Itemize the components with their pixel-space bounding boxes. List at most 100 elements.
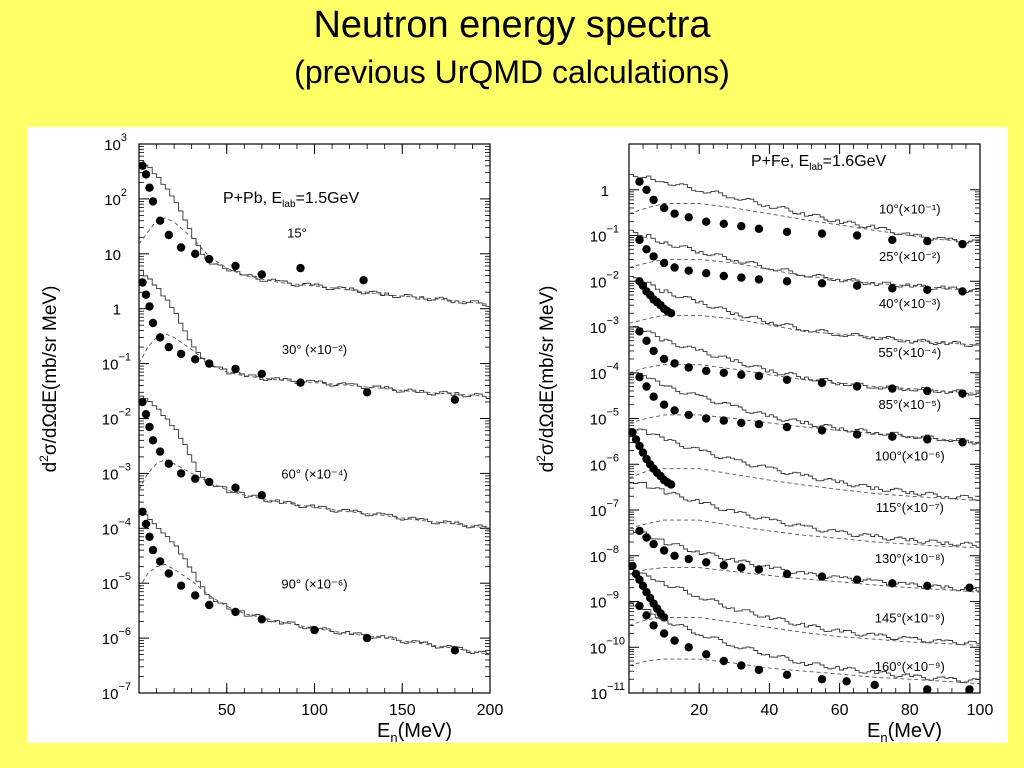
data-point	[649, 195, 658, 205]
data-point	[176, 349, 186, 359]
data-point	[257, 615, 266, 624]
data-point	[257, 369, 266, 379]
data-point	[817, 279, 827, 288]
data-point	[148, 318, 158, 328]
data-point	[923, 237, 932, 246]
data-point	[631, 435, 641, 444]
data-point	[155, 557, 165, 566]
series-label: 90° (×10⁻⁶)	[281, 577, 347, 592]
y-axis-label: d2σ/dΩdE(mb/sr MeV)	[534, 286, 558, 473]
data-point	[155, 216, 165, 225]
data-point	[231, 364, 240, 374]
data-point	[642, 336, 651, 345]
data-point	[148, 545, 158, 555]
series-label: 100°(×10⁻⁶)	[875, 449, 945, 464]
data-point	[684, 554, 693, 564]
series-solid-histogram	[629, 529, 980, 592]
series-label: 15°	[287, 225, 307, 240]
data-point	[638, 448, 648, 457]
data-point	[642, 611, 651, 620]
series-4: 55°(×10⁻⁴)	[628, 326, 981, 398]
data-point	[310, 625, 319, 635]
data-point	[888, 579, 897, 588]
data-point	[191, 249, 200, 258]
series-5: 85°(×10⁻⁵)	[628, 372, 981, 447]
series-2: 25°(×10⁻²)	[628, 229, 981, 296]
data-point	[852, 281, 862, 290]
data-point	[702, 414, 711, 423]
data-point	[164, 342, 173, 352]
data-point	[670, 359, 679, 368]
y-axis-label: d2σ/dΩdE(mb/sr MeV)	[37, 286, 61, 473]
y-tick-label: 10−11	[590, 681, 625, 703]
data-point	[684, 410, 693, 420]
data-point	[450, 646, 460, 655]
series-dashed-curve	[628, 468, 981, 502]
y-tick-label: 10−6	[102, 626, 131, 648]
data-point	[296, 263, 305, 273]
data-point	[817, 378, 827, 388]
data-point	[450, 395, 460, 404]
data-point	[782, 670, 792, 679]
data-point	[870, 680, 879, 690]
series-2: 30° (×10⁻²)	[138, 269, 491, 404]
data-point	[754, 420, 764, 429]
data-point	[659, 400, 669, 409]
data-point	[817, 229, 827, 238]
series-dashed-curve	[628, 364, 981, 395]
series-8: 130°(×10⁻⁸)	[628, 526, 981, 593]
data-point	[782, 227, 792, 237]
data-point	[888, 432, 897, 441]
data-point	[191, 355, 200, 364]
data-point	[257, 491, 266, 500]
data-point	[141, 410, 151, 419]
y-tick-label: 10	[104, 247, 121, 264]
data-point	[666, 309, 676, 318]
data-point	[754, 665, 764, 675]
data-point	[754, 371, 764, 381]
data-point	[635, 526, 644, 536]
y-tick-label: 1	[113, 302, 121, 319]
data-point	[642, 185, 651, 194]
x-tick-label: 100	[301, 702, 328, 719]
data-point	[817, 572, 827, 581]
data-point	[359, 276, 368, 285]
data-point	[670, 551, 679, 560]
data-point	[362, 633, 372, 643]
series-label: 115°(×10⁻⁷)	[876, 500, 944, 515]
data-point	[296, 378, 305, 387]
data-point	[635, 575, 644, 584]
data-point	[205, 254, 214, 264]
data-point	[958, 389, 967, 398]
data-point	[737, 563, 746, 572]
data-point	[670, 263, 679, 272]
series-solid-histogram	[629, 602, 980, 683]
series-solid-histogram	[139, 512, 490, 655]
data-point	[702, 558, 711, 567]
y-tick-label: 10−1	[102, 352, 131, 374]
data-point	[923, 435, 932, 444]
y-tick-label: 10−7	[590, 498, 619, 520]
data-point	[719, 271, 728, 281]
y-tick-label: 10−1	[590, 224, 619, 246]
series-dashed-curve	[628, 203, 981, 244]
y-tick-label: 10−2	[102, 407, 131, 429]
data-point	[888, 235, 897, 245]
y-tick-label: 10−2	[590, 269, 619, 291]
y-tick-label: 10−5	[102, 571, 131, 593]
series-solid-histogram	[629, 481, 980, 548]
data-point	[649, 392, 658, 401]
data-point	[702, 366, 711, 376]
chart-2: 1 10−1 10−2 10−3 10−4 10−5 10−6 10−7 10−8 10−9 10−…	[534, 143, 993, 745]
data-point	[635, 177, 644, 186]
series-label: 30° (×10⁻²)	[282, 342, 347, 357]
data-point	[659, 546, 669, 555]
data-point	[852, 382, 862, 391]
data-point	[852, 430, 862, 439]
slide-title: Neutron energy spectra	[313, 4, 711, 46]
series-solid-histogram	[139, 159, 490, 307]
data-point	[649, 346, 658, 356]
data-point	[155, 333, 165, 342]
data-point	[176, 469, 186, 478]
